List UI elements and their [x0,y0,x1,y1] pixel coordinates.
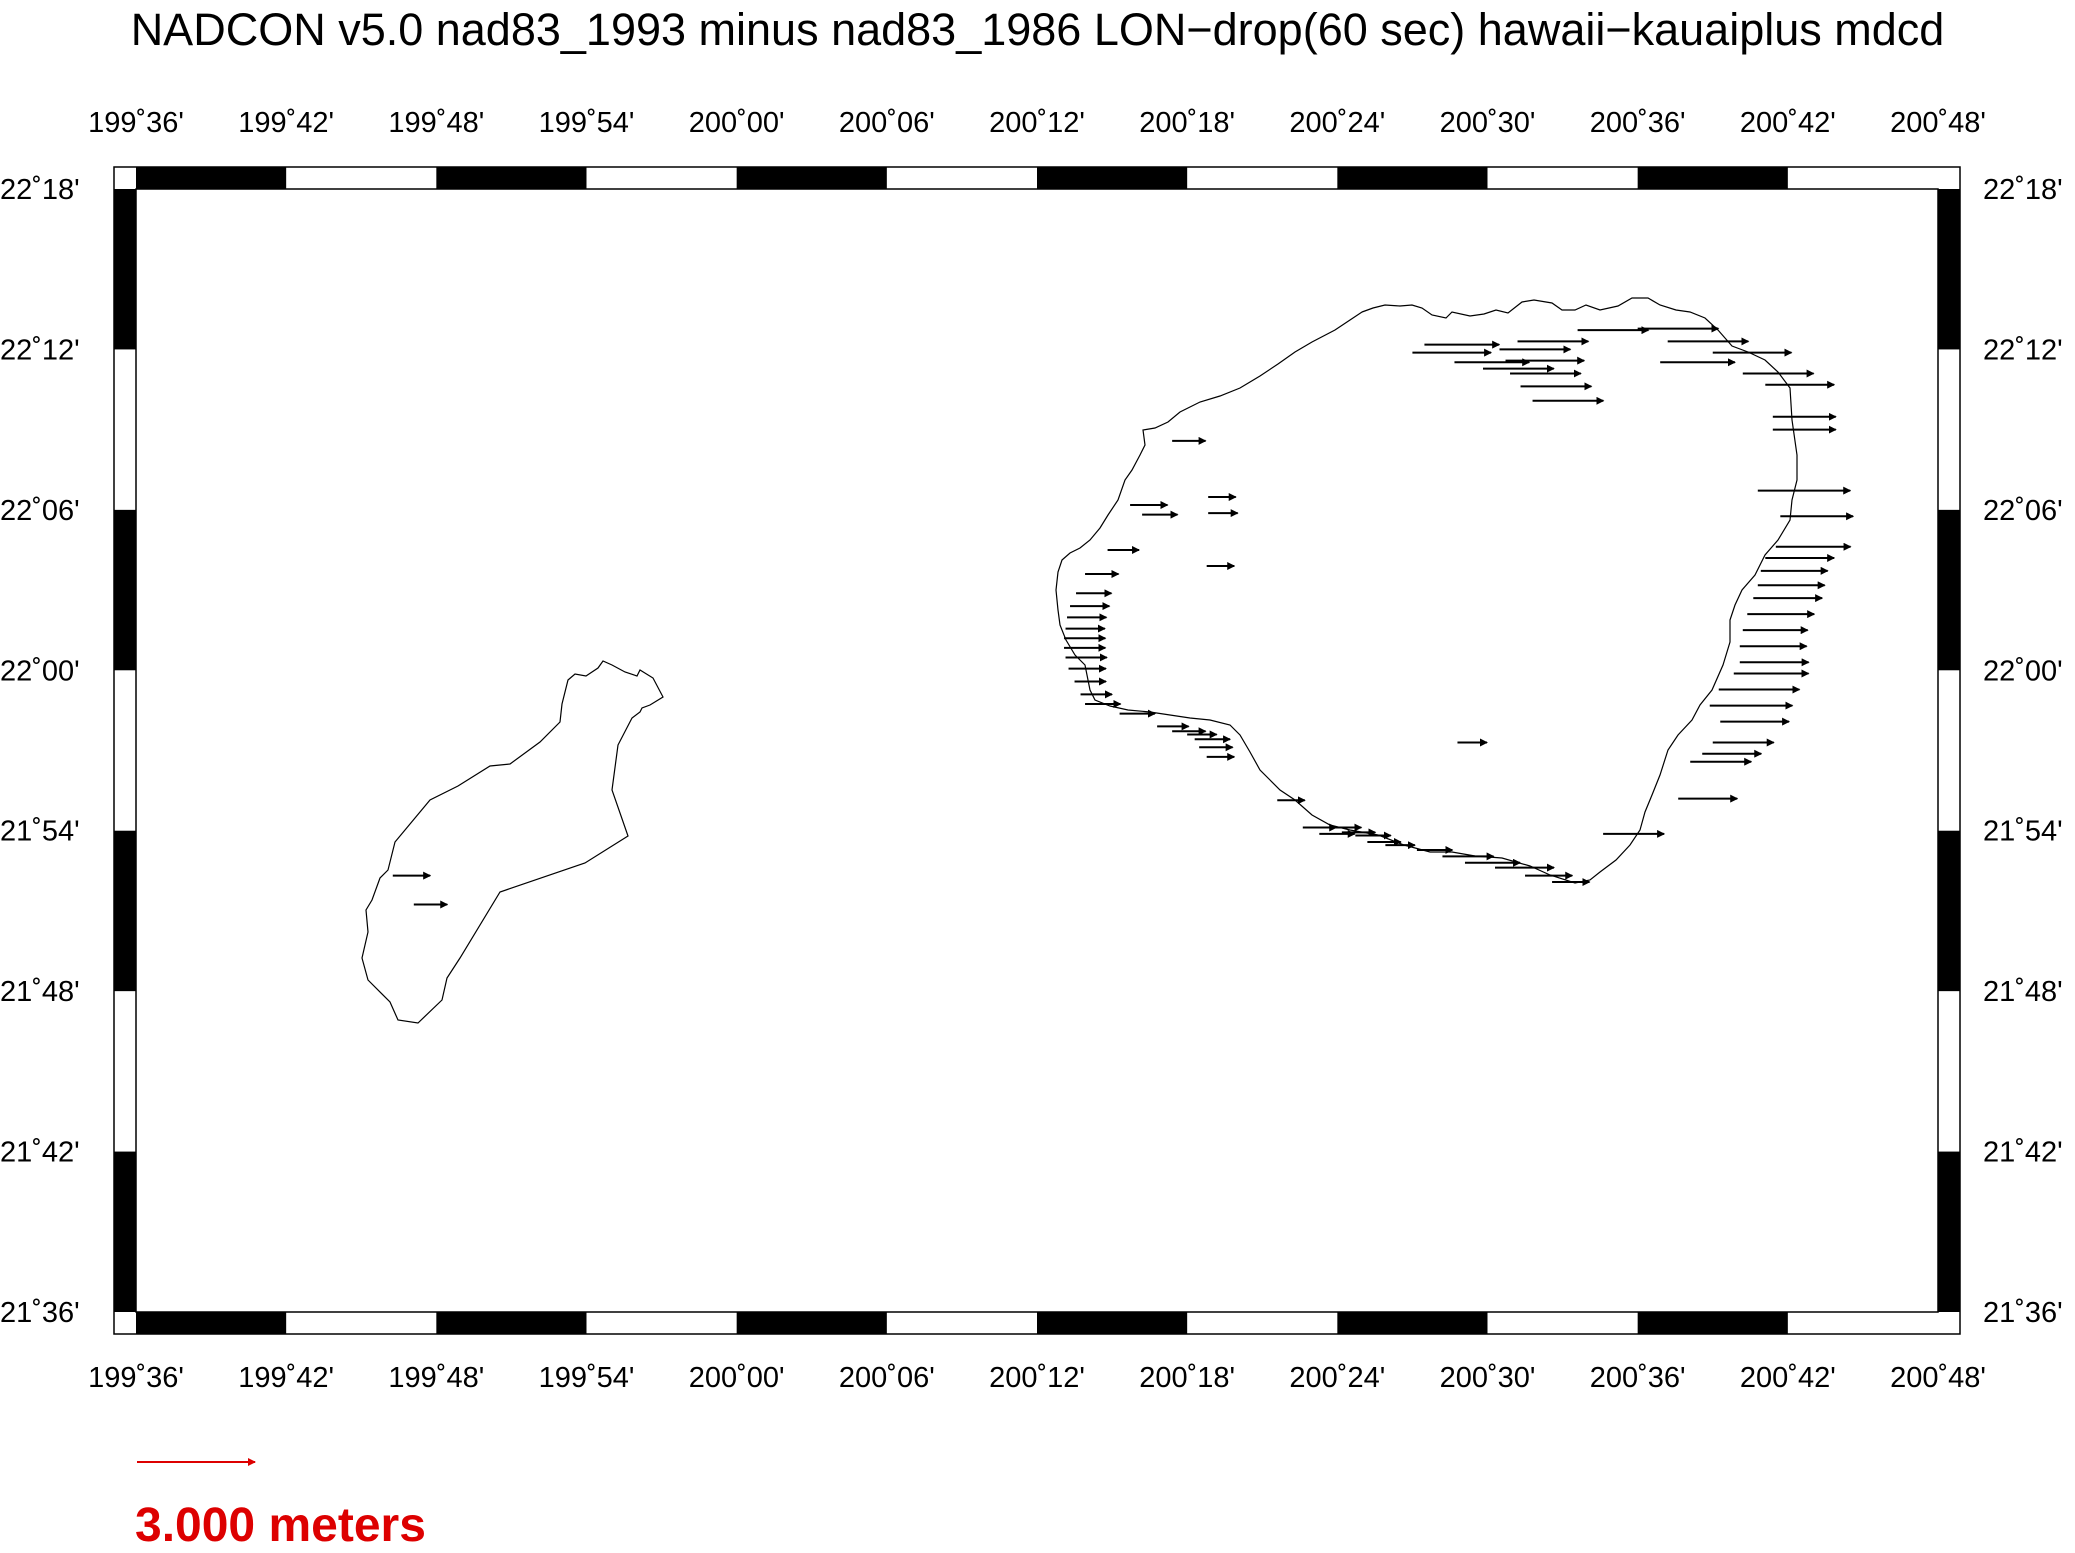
lon-tick-label-top: 199˚54' [539,107,635,139]
scale-label: 3.000 meters [135,1499,426,1552]
lat-tick-label-right: 21˚42' [1983,1137,2063,1169]
lon-tick-label-top: 199˚42' [238,107,334,139]
map-frame [113,166,1961,1335]
frame-band-right [1938,189,1960,350]
coastline-niihau [361,660,664,1024]
lat-tick-label-left: 21˚42' [0,1137,80,1169]
lon-tick-label-bottom: 200˚48' [1890,1362,1986,1394]
coastline-kauai [1055,297,1798,884]
frame-band-right [1938,1151,1960,1312]
frame-band-right [1938,509,1960,671]
lon-tick-label-bottom: 200˚00' [689,1362,785,1394]
frame-band-top [1037,167,1188,189]
frame-band-left [114,189,136,350]
lat-tick-label-left: 22˚12' [0,334,80,366]
frame-band-top [1637,167,1788,189]
lon-tick-label-bottom: 200˚06' [839,1362,935,1394]
frame-band-top [136,167,287,189]
frame-band-left [114,509,136,671]
lon-tick-label-top: 200˚48' [1890,107,1986,139]
lon-tick-label-bottom: 200˚42' [1740,1362,1836,1394]
lon-tick-label-bottom: 199˚36' [88,1362,184,1394]
lon-tick-label-top: 200˚24' [1289,107,1385,139]
lon-tick-label-bottom: 199˚48' [388,1362,484,1394]
lat-tick-label-left: 21˚54' [0,816,80,848]
lat-tick-label-right: 22˚18' [1983,174,2063,206]
lon-tick-label-bottom: 200˚36' [1590,1362,1686,1394]
frame-band-bottom [736,1312,887,1334]
lon-tick-label-bottom: 199˚42' [238,1362,334,1394]
lat-tick-label-right: 21˚54' [1983,816,2063,848]
lat-tick-label-left: 22˚18' [0,174,80,206]
lon-tick-label-top: 199˚36' [88,107,184,139]
map-title: NADCON v5.0 nad83_1993 minus nad83_1986 … [130,4,1945,55]
lon-tick-label-top: 200˚30' [1440,107,1536,139]
lon-tick-label-top: 200˚00' [689,107,785,139]
frame-band-left [114,830,136,992]
lon-tick-label-bottom: 200˚18' [1139,1362,1235,1394]
lat-tick-label-left: 21˚48' [0,976,80,1008]
lon-tick-label-bottom: 200˚12' [989,1362,1085,1394]
lat-tick-label-right: 22˚06' [1983,495,2063,527]
lon-tick-label-bottom: 200˚24' [1289,1362,1385,1394]
lon-tick-label-top: 200˚18' [1139,107,1235,139]
lat-tick-label-left: 21˚36' [0,1297,80,1329]
lon-tick-label-top: 199˚48' [388,107,484,139]
lon-tick-label-top: 200˚36' [1590,107,1686,139]
lat-tick-label-left: 22˚06' [0,495,80,527]
frame-band-top [1337,167,1488,189]
lat-tick-label-right: 21˚36' [1983,1297,2063,1329]
frame-band-left [114,1151,136,1312]
frame-band-bottom [1637,1312,1788,1334]
vector-field [392,324,1855,909]
frame-band-bottom [136,1312,287,1334]
lon-tick-label-bottom: 199˚54' [539,1362,635,1394]
lat-tick-label-right: 22˚12' [1983,334,2063,366]
frame-band-top [736,167,887,189]
frame-band-bottom [1037,1312,1188,1334]
frame-band-bottom [1337,1312,1488,1334]
frame-band-top [436,167,587,189]
lon-tick-label-top: 200˚42' [1740,107,1836,139]
frame-band-bottom [436,1312,587,1334]
frame-band-right [1938,830,1960,992]
lat-tick-label-left: 22˚00' [0,655,80,687]
lat-tick-label-right: 21˚48' [1983,976,2063,1008]
lon-tick-label-top: 200˚12' [989,107,1085,139]
lon-tick-label-top: 200˚06' [839,107,935,139]
lon-tick-label-bottom: 200˚30' [1440,1362,1536,1394]
lat-tick-label-right: 22˚00' [1983,655,2063,687]
